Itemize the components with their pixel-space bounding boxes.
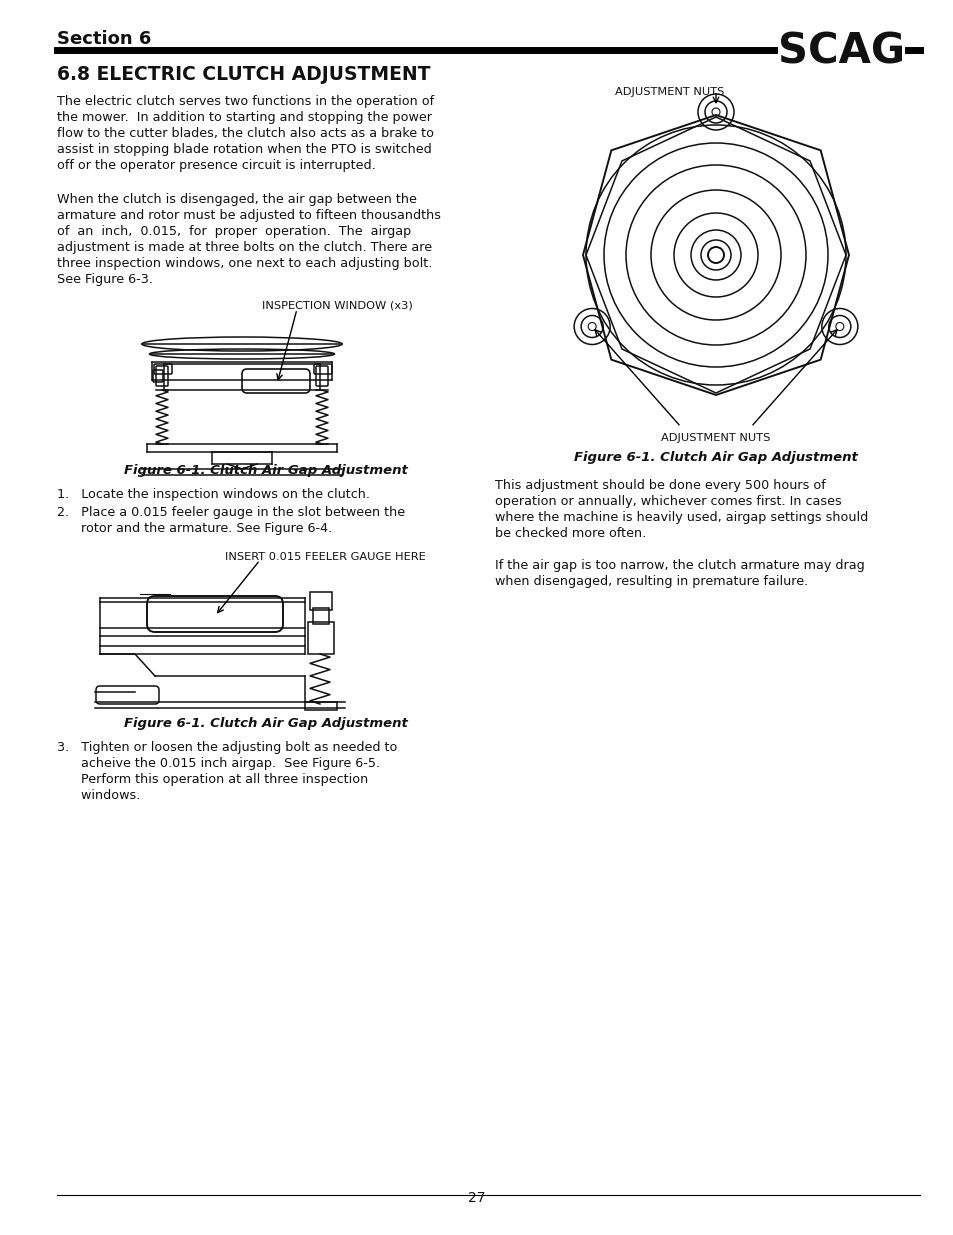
Text: be checked more often.: be checked more often.	[495, 527, 645, 540]
Text: 27: 27	[468, 1191, 485, 1205]
Text: 3.   Tighten or loosen the adjusting bolt as needed to: 3. Tighten or loosen the adjusting bolt …	[57, 741, 397, 755]
Text: off or the operator presence circuit is interrupted.: off or the operator presence circuit is …	[57, 159, 375, 172]
Text: assist in stopping blade rotation when the PTO is switched: assist in stopping blade rotation when t…	[57, 143, 432, 156]
Text: windows.: windows.	[57, 789, 140, 802]
Text: When the clutch is disengaged, the air gap between the: When the clutch is disengaged, the air g…	[57, 193, 416, 206]
Text: Figure 6-1. Clutch Air Gap Adjustment: Figure 6-1. Clutch Air Gap Adjustment	[124, 718, 408, 730]
Text: operation or annually, whichever comes first. In cases: operation or annually, whichever comes f…	[495, 495, 841, 508]
Text: ADJUSTMENT NUTS: ADJUSTMENT NUTS	[615, 86, 723, 98]
Text: when disengaged, resulting in premature failure.: when disengaged, resulting in premature …	[495, 576, 807, 588]
Text: flow to the cutter blades, the clutch also acts as a brake to: flow to the cutter blades, the clutch al…	[57, 127, 434, 140]
Text: ADJUSTMENT NUTS: ADJUSTMENT NUTS	[660, 433, 770, 443]
Text: If the air gap is too narrow, the clutch armature may drag: If the air gap is too narrow, the clutch…	[495, 559, 863, 572]
Text: Section 6: Section 6	[57, 30, 152, 48]
Text: 6.8 ELECTRIC CLUTCH ADJUSTMENT: 6.8 ELECTRIC CLUTCH ADJUSTMENT	[57, 65, 430, 84]
Text: the mower.  In addition to starting and stopping the power: the mower. In addition to starting and s…	[57, 111, 432, 124]
Text: Perform this operation at all three inspection: Perform this operation at all three insp…	[57, 773, 368, 785]
Text: SCAG: SCAG	[777, 30, 904, 72]
Text: Figure 6-1. Clutch Air Gap Adjustment: Figure 6-1. Clutch Air Gap Adjustment	[124, 464, 408, 477]
Text: adjustment is made at three bolts on the clutch. There are: adjustment is made at three bolts on the…	[57, 241, 432, 254]
Text: three inspection windows, one next to each adjusting bolt.: three inspection windows, one next to ea…	[57, 257, 432, 270]
Text: 1.   Locate the inspection windows on the clutch.: 1. Locate the inspection windows on the …	[57, 488, 370, 501]
Text: INSPECTION WINDOW (x3): INSPECTION WINDOW (x3)	[262, 301, 413, 311]
Text: armature and rotor must be adjusted to fifteen thousandths: armature and rotor must be adjusted to f…	[57, 209, 440, 222]
Text: See Figure 6-3.: See Figure 6-3.	[57, 273, 152, 287]
Text: INSERT 0.015 FEELER GAUGE HERE: INSERT 0.015 FEELER GAUGE HERE	[225, 552, 425, 562]
Text: The electric clutch serves two functions in the operation of: The electric clutch serves two functions…	[57, 95, 434, 107]
Text: rotor and the armature. See Figure 6-4.: rotor and the armature. See Figure 6-4.	[57, 522, 332, 535]
Text: 2.   Place a 0.015 feeler gauge in the slot between the: 2. Place a 0.015 feeler gauge in the slo…	[57, 506, 405, 519]
Text: Figure 6-1. Clutch Air Gap Adjustment: Figure 6-1. Clutch Air Gap Adjustment	[574, 451, 857, 464]
Text: where the machine is heavily used, airgap settings should: where the machine is heavily used, airga…	[495, 511, 867, 524]
Text: This adjustment should be done every 500 hours of: This adjustment should be done every 500…	[495, 479, 825, 492]
Text: of  an  inch,  0.015,  for  proper  operation.  The  airgap: of an inch, 0.015, for proper operation.…	[57, 225, 411, 238]
Text: acheive the 0.015 inch airgap.  See Figure 6-5.: acheive the 0.015 inch airgap. See Figur…	[57, 757, 379, 769]
